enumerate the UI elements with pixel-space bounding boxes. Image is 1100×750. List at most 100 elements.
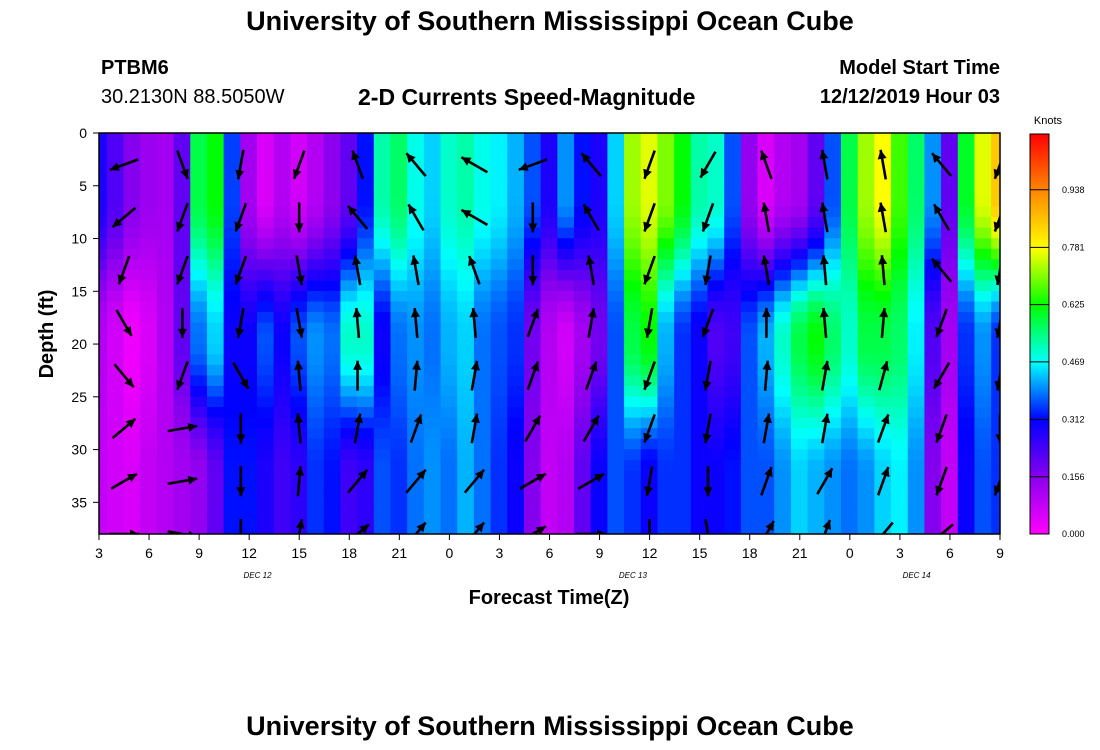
heatmap-cell xyxy=(557,280,576,292)
heatmap-cell xyxy=(824,196,842,208)
heatmap-cell xyxy=(540,206,559,218)
heatmap-cell xyxy=(156,185,175,197)
heatmap-cell xyxy=(557,491,576,503)
heatmap-cell xyxy=(99,227,108,239)
vector-head xyxy=(819,149,829,160)
heatmap-cell xyxy=(190,227,208,239)
heatmap-cell xyxy=(290,333,309,345)
current-vector xyxy=(764,520,776,534)
heatmap-cell xyxy=(440,343,459,355)
heatmap-cell xyxy=(974,333,993,345)
heatmap-cell xyxy=(206,491,225,503)
heatmap-cell xyxy=(106,396,125,408)
heatmap-cell xyxy=(123,449,142,461)
heatmap-cell xyxy=(99,206,108,218)
heatmap-cell xyxy=(190,290,208,303)
heatmap-cell xyxy=(473,375,492,387)
heatmap-cell xyxy=(323,164,342,176)
current-vector xyxy=(585,255,596,286)
heatmap-cell xyxy=(340,523,359,534)
heatmap-cell xyxy=(257,259,275,271)
heatmap-cell xyxy=(423,354,442,366)
heatmap-cell xyxy=(423,143,442,155)
heatmap-cell xyxy=(423,343,442,355)
heatmap-cell xyxy=(106,449,125,461)
heatmap-cell xyxy=(857,470,876,482)
heatmap-cell xyxy=(624,480,642,493)
heatmap-cell xyxy=(974,269,993,282)
heatmap-cell xyxy=(674,407,692,419)
heatmap-cell xyxy=(957,185,976,197)
heatmap-cell xyxy=(106,248,125,260)
heatmap-cell xyxy=(690,407,709,419)
current-vector xyxy=(643,361,656,391)
heatmap-cell xyxy=(507,523,525,534)
heatmap-cell xyxy=(724,174,742,187)
heatmap-cell xyxy=(941,512,959,524)
heatmap-cell xyxy=(924,470,943,482)
heatmap-cell xyxy=(390,470,409,482)
vector-head xyxy=(583,204,593,215)
heatmap-cell xyxy=(774,470,792,482)
heatmap-cell xyxy=(674,354,692,366)
heatmap-cell xyxy=(540,301,559,313)
heatmap-cell xyxy=(323,259,342,271)
heatmap-cell xyxy=(223,227,242,239)
heatmap-cell xyxy=(790,364,809,377)
heatmap-cell xyxy=(824,502,842,514)
heatmap-cell xyxy=(507,301,525,313)
heatmap-cell xyxy=(307,217,325,229)
heatmap-cell xyxy=(840,491,859,503)
heatmap-cell xyxy=(190,238,208,250)
heatmap-cell xyxy=(607,185,626,197)
heatmap-cell xyxy=(373,459,392,471)
heatmap-cell xyxy=(590,290,609,303)
heatmap-cell xyxy=(707,459,726,471)
heatmap-cell xyxy=(941,470,959,482)
heatmap-cell xyxy=(223,301,242,313)
heatmap-cell xyxy=(957,227,976,239)
heatmap-cell xyxy=(340,290,359,303)
heatmap-cell xyxy=(523,333,542,345)
heatmap-cell xyxy=(991,343,1000,355)
heatmap-cell xyxy=(957,248,976,260)
heatmap-cell xyxy=(307,164,325,176)
heatmap-cell xyxy=(240,322,259,334)
heatmap-cell xyxy=(840,333,859,345)
heatmap-cell xyxy=(240,227,259,239)
heatmap-cell xyxy=(640,333,659,345)
heatmap-cell xyxy=(173,259,192,271)
heatmap-cell xyxy=(740,449,759,461)
vector-head xyxy=(994,328,1000,338)
heatmap-cell xyxy=(490,153,509,165)
vector-head xyxy=(239,378,249,389)
vector-head xyxy=(881,414,890,425)
heatmap-cell xyxy=(273,407,292,419)
heatmap-cell xyxy=(740,333,759,345)
heatmap-cell xyxy=(740,459,759,471)
heatmap-cell xyxy=(156,248,175,260)
heatmap-cell xyxy=(507,396,525,408)
heatmap-cell xyxy=(891,480,909,493)
heatmap-cell xyxy=(206,322,225,334)
heatmap-cell xyxy=(790,164,809,176)
heatmap-cell xyxy=(607,512,626,524)
heatmap-cell xyxy=(790,449,809,461)
heatmap-cell xyxy=(574,174,592,187)
heatmap-cell xyxy=(774,396,792,408)
heatmap-cell xyxy=(807,449,826,461)
vector-shaft xyxy=(167,530,190,534)
heatmap-cell xyxy=(674,364,692,377)
heatmap-cell xyxy=(724,502,742,514)
heatmap-cell xyxy=(957,512,976,524)
heatmap-cell xyxy=(223,238,242,250)
current-vector xyxy=(405,468,427,494)
heatmap-cell xyxy=(206,174,225,187)
heatmap-cell xyxy=(156,301,175,313)
heatmap-cell xyxy=(874,343,893,355)
heatmap-cell xyxy=(223,480,242,493)
heatmap-cell xyxy=(907,407,926,419)
heatmap-cell xyxy=(557,217,576,229)
heatmap-cell xyxy=(156,322,175,334)
heatmap-cell xyxy=(790,491,809,503)
